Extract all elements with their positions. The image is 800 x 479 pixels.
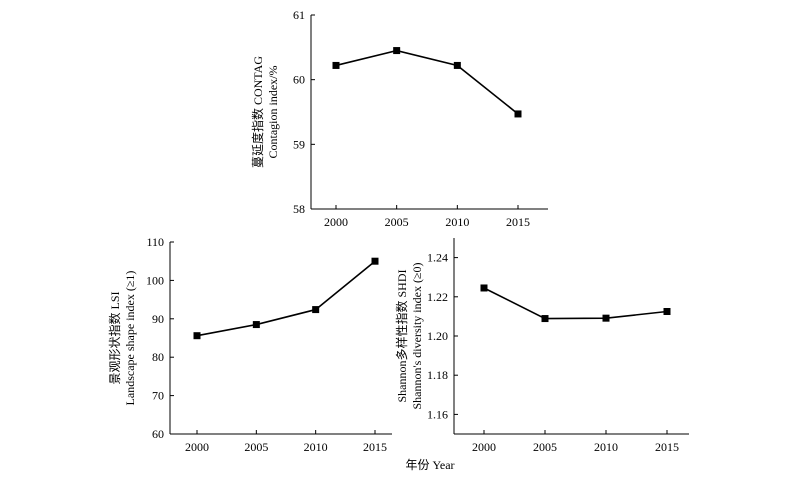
lsi-series-line [196,260,376,337]
lsi-x-tick-label: 2005 [244,440,268,454]
shdi-y-tick-label: 1.20 [427,329,448,343]
shdi-series-line [483,287,668,320]
shdi-x-tick-label: 2015 [655,440,679,454]
contag-y-tick-label: 59 [293,137,305,151]
x-axis-title: 年份 Year [405,458,454,472]
shdi-chart: 1.16 1.18 1.20 1.22 1.24 2000 2005 2010 2015 Shan… [394,238,689,454]
contag-x-tick-label: 2005 [385,215,409,229]
shdi-y-axis-title: Shannon's diversity index (≥0) [410,262,424,409]
contag-y-axis-title: 蔓延度指数 CONTAG [250,56,265,168]
lsi-y-tick-label: 90 [152,312,164,326]
lsi-y-tick-label: 110 [146,235,164,249]
shdi-y-tick-label: 1.22 [427,290,448,304]
shdi-data-point [663,308,671,315]
shdi-x-tick-label: 2010 [594,440,618,454]
lsi-y-axis-title: Landscape shape index (≥1) [123,271,137,406]
lsi-y-tick-label: 100 [146,273,164,287]
contag-data-point [393,47,401,55]
lsi-x-tick-label: 2010 [304,440,328,454]
contag-data-point [332,61,340,69]
contag-x-tick-label: 2015 [506,215,530,229]
contag-x-tick-label: 2010 [445,215,469,229]
lsi-data-point [312,306,320,314]
contag-y-tick-label: 58 [293,202,305,216]
shdi-y-axis-title: Shannon多样性指数 SHDI [394,269,409,402]
contag-x-tick-label: 2000 [324,215,348,229]
contag-y-axis-title: Contagion index/% [266,66,280,159]
contag-y-tick-label: 61 [293,8,305,22]
lsi-y-axis-title: 景观形状指数 LSI [107,291,122,384]
contag-series-line [335,49,519,115]
lsi-x-tick-label: 2015 [363,440,387,454]
lsi-chart: 60 70 80 90 100 110 2000 2005 2010 2015 景观形状指数 LSI… [107,235,392,454]
lsi-y-tick-label: 70 [152,389,164,403]
shdi-data-point [602,314,610,322]
shdi-data-point [480,284,488,292]
contag-chart: 58 59 60 61 2000 2005 2010 2015 蔓延度指数 CONTAG Cont… [250,8,548,229]
lsi-data-point [193,332,201,340]
lsi-y-tick-label: 60 [152,427,164,441]
shdi-x-tick-label: 2005 [533,440,557,454]
lsi-y-tick-label: 80 [152,350,164,364]
shdi-y-tick-label: 1.24 [427,251,448,265]
lsi-x-tick-label: 2000 [185,440,209,454]
contag-data-point [514,110,522,118]
lsi-data-point [252,321,260,329]
shdi-y-tick-label: 1.18 [427,368,448,382]
shdi-data-point [541,315,549,323]
shdi-y-tick-label: 1.16 [427,407,448,421]
contag-data-point [453,61,461,69]
contag-y-tick-label: 60 [293,73,305,87]
lsi-data-point [371,257,379,265]
shdi-x-tick-label: 2000 [472,440,496,454]
